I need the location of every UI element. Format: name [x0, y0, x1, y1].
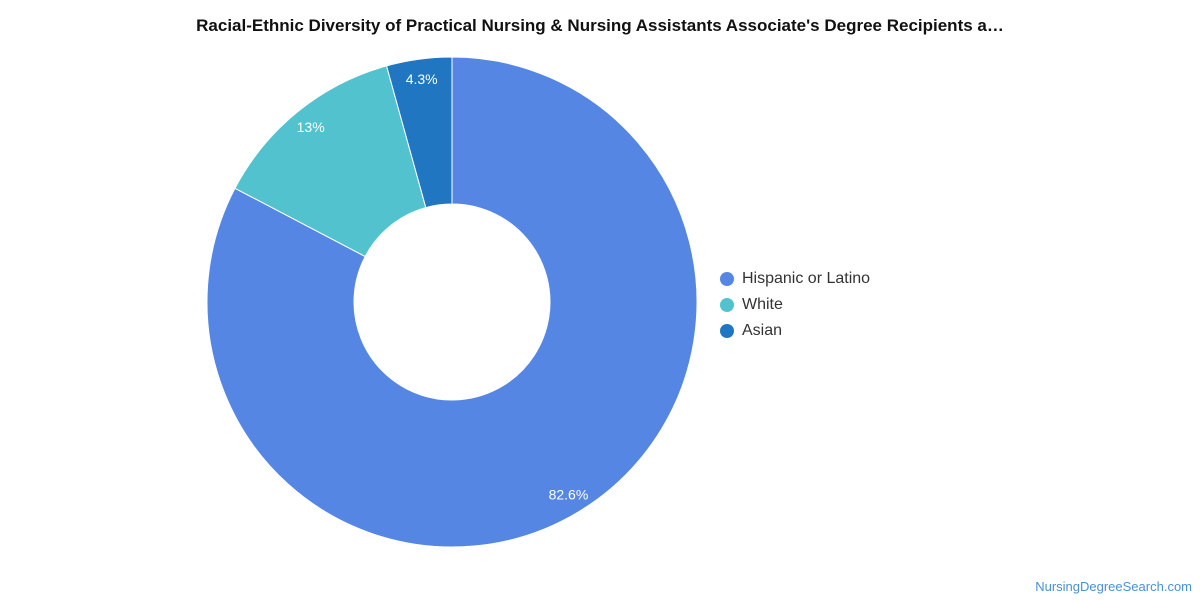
legend: Hispanic or Latino White Asian: [720, 266, 870, 344]
legend-label: White: [742, 296, 783, 313]
slice-white[interactable]: [234, 65, 427, 258]
slice-hispanic-or-latino[interactable]: [206, 56, 698, 548]
slice-value-label: 82.6%: [549, 487, 589, 503]
chart-title: Racial-Ethnic Diversity of Practical Nur…: [196, 16, 1004, 35]
source-link[interactable]: NursingDegreeSearch.com: [1035, 579, 1192, 594]
legend-swatch: [720, 272, 734, 286]
legend-swatch: [720, 298, 734, 312]
slice-value-label: 4.3%: [406, 71, 438, 87]
slice-asian[interactable]: [385, 56, 453, 209]
legend-item-hispanic-or-latino[interactable]: Hispanic or Latino: [720, 266, 870, 292]
legend-item-asian[interactable]: Asian: [720, 318, 870, 344]
legend-swatch: [720, 324, 734, 338]
slice-value-label: 13%: [297, 119, 325, 135]
legend-label: Asian: [742, 322, 783, 339]
legend-item-white[interactable]: White: [720, 292, 870, 318]
legend-label: Hispanic or Latino: [742, 270, 871, 287]
